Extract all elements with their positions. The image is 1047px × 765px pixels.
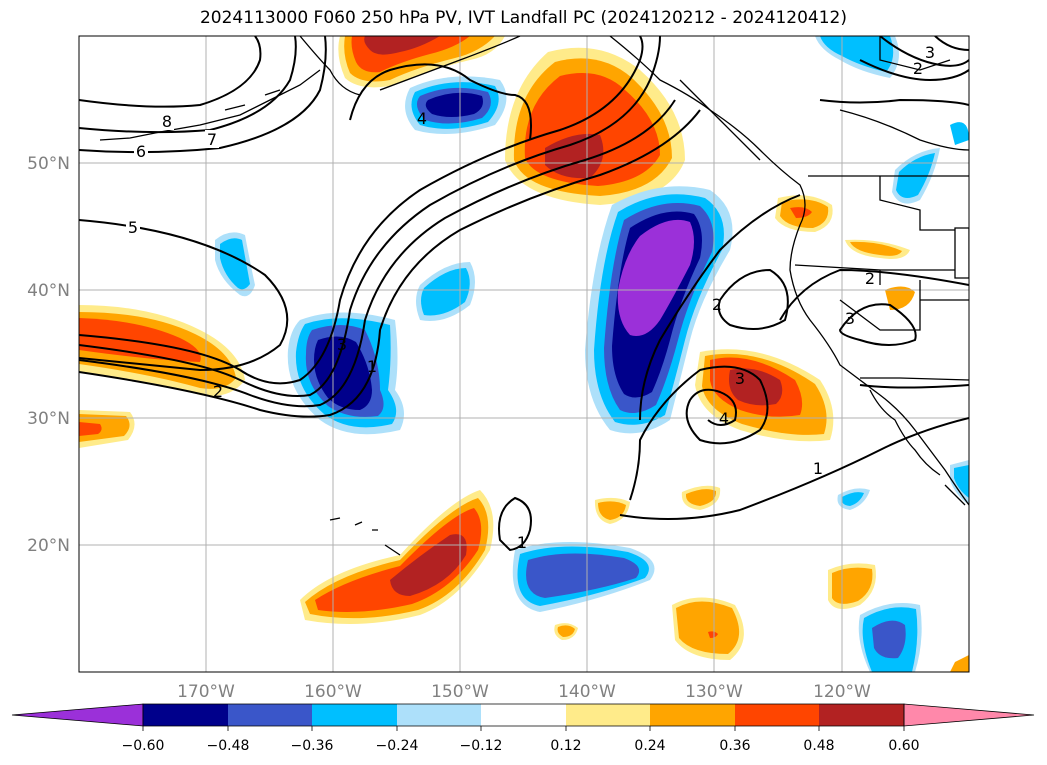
lon-tick-label: 140°W xyxy=(558,682,616,702)
colorbar-tick-label: −0.24 xyxy=(376,738,419,754)
colorbar-tick-label: −0.36 xyxy=(291,738,334,754)
longitude-labels: 170°W 160°W 150°W 140°W 130°W 120°W xyxy=(177,682,871,702)
contour-label: 2 xyxy=(913,59,923,78)
colorbar-extend-min xyxy=(11,703,144,727)
colorbar-segment xyxy=(312,704,397,726)
colorbar-tick-label: −0.48 xyxy=(207,738,250,754)
colorbar: −0.60 −0.48 −0.36 −0.24 −0.12 0.12 0.24 … xyxy=(11,703,1035,754)
latitude-labels: 20°N 30°N 40°N 50°N xyxy=(27,154,70,556)
colorbar-segment xyxy=(566,704,650,726)
lon-tick-label: 160°W xyxy=(304,682,362,702)
lat-tick-label: 50°N xyxy=(27,154,70,174)
lon-tick-label: 120°W xyxy=(813,682,871,702)
contour-label: 2 xyxy=(213,382,223,401)
colorbar-tick-label: 0.24 xyxy=(634,738,665,754)
contour-label: 4 xyxy=(417,109,427,128)
contour-label: 7 xyxy=(207,130,217,149)
colorbar-segment xyxy=(735,704,819,726)
colorbar-tick-label: −0.60 xyxy=(122,738,165,754)
colorbar-segment xyxy=(481,704,566,726)
contour-label: 2 xyxy=(865,269,875,288)
contour-label: 1 xyxy=(517,533,527,552)
lat-tick-label: 30°N xyxy=(27,409,70,429)
contour-label: 8 xyxy=(162,112,172,131)
colorbar-segment xyxy=(228,704,312,726)
contour-label: 3 xyxy=(845,309,855,328)
contour-label: 3 xyxy=(337,335,347,354)
contour-labels: 8 7 6 5 3 1 2 2 3 4 1 1 2 3 4 2 3 xyxy=(126,43,935,552)
colorbar-extend-max xyxy=(903,703,1035,727)
colorbar-segment xyxy=(819,704,904,726)
contour-label: 5 xyxy=(128,218,138,237)
lon-tick-label: 170°W xyxy=(177,682,235,702)
contour-label: 1 xyxy=(367,357,377,376)
contour-label: 6 xyxy=(136,142,146,161)
contour-label: 2 xyxy=(712,295,722,314)
contour-label: 4 xyxy=(719,409,729,428)
lat-tick-label: 20°N xyxy=(27,536,70,556)
map-title: 2024113000 F060 250 hPa PV, IVT Landfall… xyxy=(199,8,847,28)
colorbar-segment xyxy=(397,704,481,726)
lat-tick-label: 40°N xyxy=(27,281,70,301)
colorbar-tick-label: 0.12 xyxy=(550,738,581,754)
colorbar-tick-label: 0.60 xyxy=(888,738,919,754)
contour-label: 3 xyxy=(735,369,745,388)
colorbar-segment xyxy=(650,704,735,726)
ivt-contours xyxy=(79,36,969,552)
colorbar-tick-label: 0.48 xyxy=(803,738,834,754)
contour-label: 1 xyxy=(813,459,823,478)
map-frame xyxy=(78,35,970,673)
lon-tick-label: 130°W xyxy=(685,682,743,702)
colorbar-segment xyxy=(143,704,228,726)
coastlines xyxy=(99,36,969,556)
colorbar-tick-label: 0.36 xyxy=(719,738,750,754)
contour-label: 3 xyxy=(925,43,935,62)
colorbar-tick-label: −0.12 xyxy=(460,738,503,754)
lon-tick-label: 150°W xyxy=(431,682,489,702)
